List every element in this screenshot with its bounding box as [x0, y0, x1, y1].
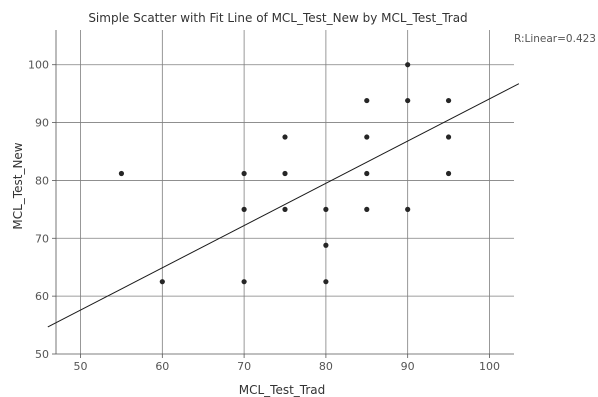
data-point — [241, 206, 247, 212]
data-point — [405, 206, 411, 212]
data-point — [282, 134, 288, 140]
fit-line-group — [47, 83, 520, 328]
data-point — [445, 97, 452, 104]
y-tick-labels: 50 60 70 80 90 100 — [28, 59, 49, 361]
data-point — [323, 206, 329, 212]
axes — [52, 30, 514, 358]
data-point — [445, 134, 452, 140]
data-point — [405, 62, 411, 68]
data-point — [323, 279, 329, 285]
grid — [56, 30, 514, 354]
x-tick-label-100: 100 — [479, 360, 500, 373]
data-point — [364, 206, 370, 212]
data-point — [118, 170, 125, 177]
x-tick-label-80: 80 — [319, 360, 333, 373]
data-point — [241, 170, 247, 177]
data-point — [159, 279, 165, 285]
x-tick-label-50: 50 — [74, 360, 88, 373]
x-axis-title: MCL_Test_Trad — [239, 383, 326, 397]
data-point — [364, 97, 370, 104]
data-point — [405, 97, 411, 104]
data-point — [282, 170, 288, 177]
y-tick-label-50: 50 — [35, 348, 49, 361]
data-point — [445, 170, 452, 177]
chart-title: Simple Scatter with Fit Line of MCL_Test… — [88, 11, 467, 25]
y-tick-label-80: 80 — [35, 174, 49, 187]
y-tick-label-60: 60 — [35, 290, 49, 303]
y-tick-label-90: 90 — [35, 117, 49, 130]
data-point — [364, 134, 370, 140]
x-tick-label-70: 70 — [237, 360, 251, 373]
fit-line — [47, 83, 520, 328]
data-point — [364, 170, 370, 177]
r-linear-annotation: R:Linear=0.423 — [514, 33, 596, 45]
data-points — [118, 62, 452, 285]
data-point — [241, 279, 247, 285]
y-axis-title: MCL_Test_New — [11, 142, 25, 229]
y-tick-label-70: 70 — [35, 232, 49, 245]
x-tick-label-60: 60 — [155, 360, 169, 373]
data-point — [323, 242, 329, 248]
data-point — [282, 206, 288, 212]
x-tick-labels: 50 60 70 80 90 100 — [74, 360, 500, 373]
y-tick-label-100: 100 — [28, 59, 49, 72]
x-tick-label-90: 90 — [401, 360, 415, 373]
